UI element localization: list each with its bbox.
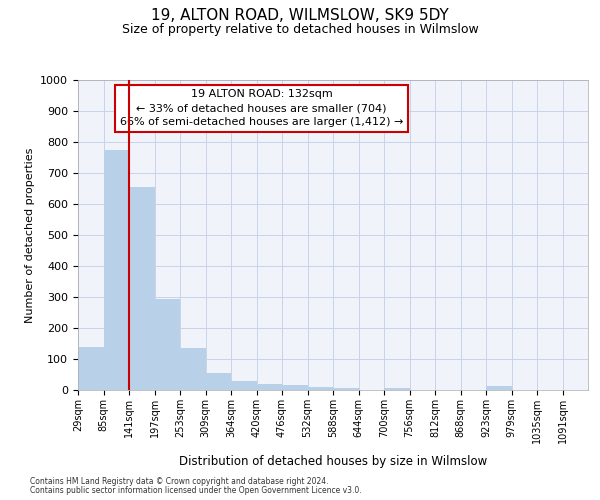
Bar <box>308 387 333 390</box>
Bar <box>78 346 104 390</box>
Text: Size of property relative to detached houses in Wilmslow: Size of property relative to detached ho… <box>122 22 478 36</box>
Text: 19 ALTON ROAD: 132sqm
← 33% of detached houses are smaller (704)
66% of semi-det: 19 ALTON ROAD: 132sqm ← 33% of detached … <box>120 90 403 128</box>
Bar <box>180 348 205 390</box>
Bar <box>205 373 231 390</box>
Bar <box>257 384 282 390</box>
Bar <box>333 388 359 390</box>
Bar <box>486 386 511 390</box>
Text: Distribution of detached houses by size in Wilmslow: Distribution of detached houses by size … <box>179 454 487 468</box>
Bar <box>104 150 129 390</box>
Text: Contains public sector information licensed under the Open Government Licence v3: Contains public sector information licen… <box>30 486 362 495</box>
Bar <box>129 187 155 390</box>
Text: Contains HM Land Registry data © Crown copyright and database right 2024.: Contains HM Land Registry data © Crown c… <box>30 477 329 486</box>
Bar <box>282 386 308 390</box>
Y-axis label: Number of detached properties: Number of detached properties <box>25 148 35 322</box>
Bar <box>155 298 180 390</box>
Bar <box>384 388 409 390</box>
Text: 19, ALTON ROAD, WILMSLOW, SK9 5DY: 19, ALTON ROAD, WILMSLOW, SK9 5DY <box>151 8 449 22</box>
Bar <box>231 380 257 390</box>
